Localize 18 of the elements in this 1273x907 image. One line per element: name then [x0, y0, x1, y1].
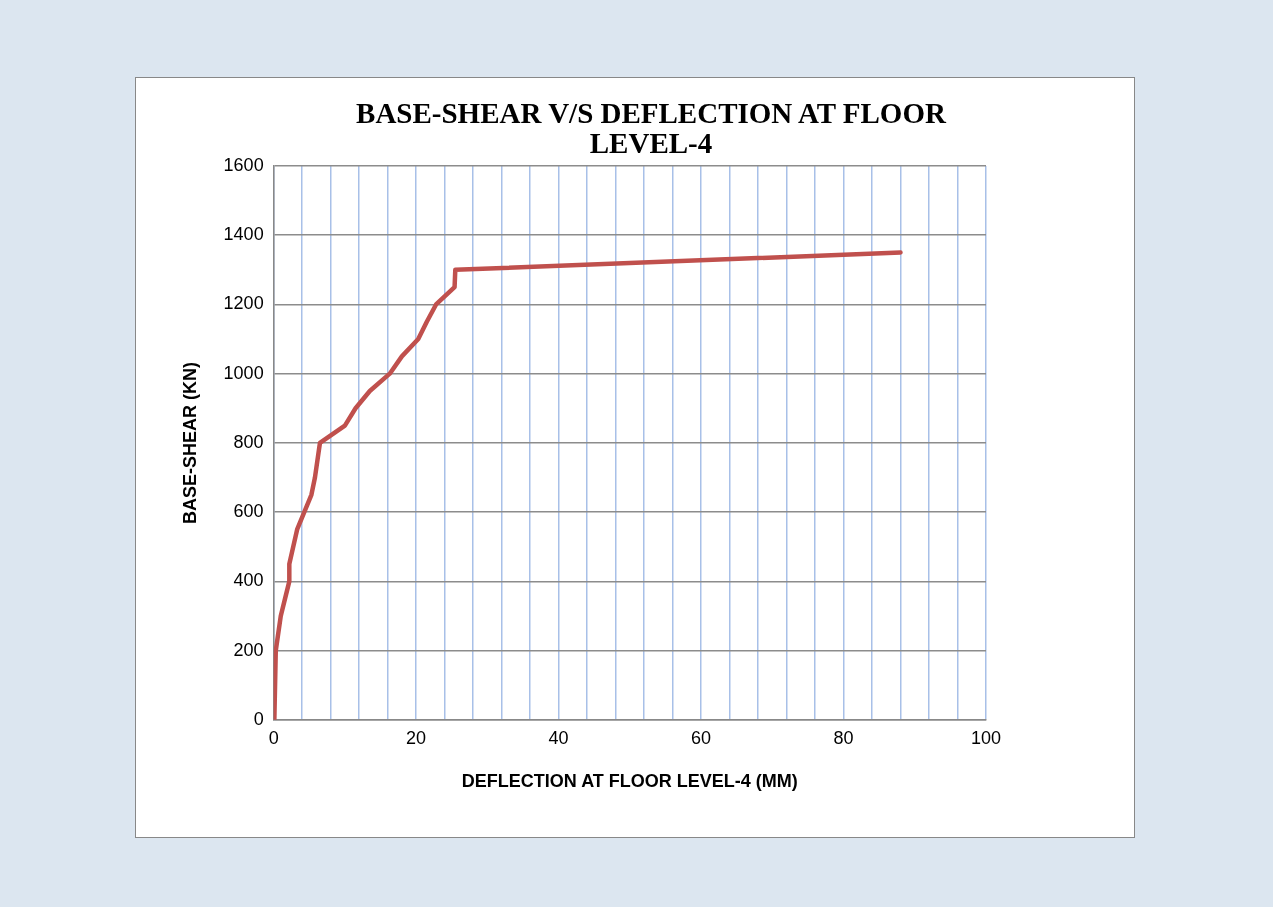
y-tick-label: 1200 [223, 293, 264, 314]
chart-title: BASE-SHEAR V/S DEFLECTION AT FLOOR LEVEL-4 [355, 97, 948, 159]
x-axis-title: DEFLECTION AT FLOOR LEVEL-4 (MM) [461, 771, 798, 792]
y-axis-title: BASE-SHEAR (KN) [179, 361, 200, 524]
x-tick-label: 80 [833, 727, 854, 748]
y-tick-label: 200 [233, 639, 264, 660]
x-tick-label: 40 [548, 727, 569, 748]
x-tick-label: 100 [970, 727, 1002, 748]
y-tick-label: 0 [253, 708, 264, 729]
y-tick-label: 400 [233, 570, 264, 591]
y-tick-label: 1000 [223, 362, 264, 383]
y-tick-label: 800 [233, 431, 264, 452]
x-tick-label: 60 [691, 727, 712, 748]
y-tick-label: 1400 [223, 224, 264, 245]
x-tick-label: 20 [406, 727, 427, 748]
y-tick-label: 1600 [223, 154, 264, 175]
y-tick-label: 600 [233, 501, 264, 522]
x-tick-label: 0 [268, 727, 279, 748]
